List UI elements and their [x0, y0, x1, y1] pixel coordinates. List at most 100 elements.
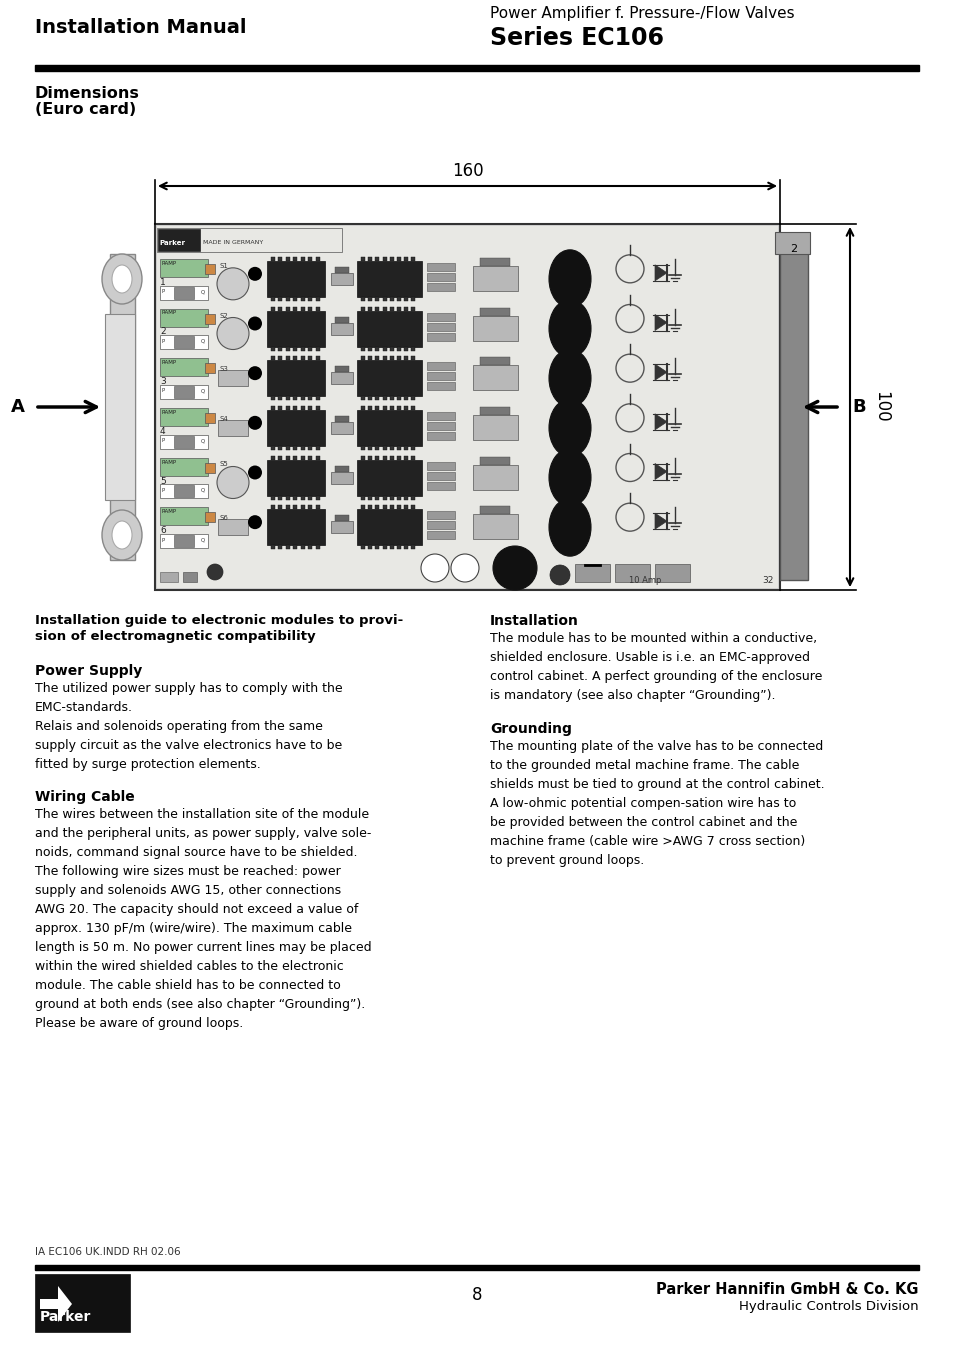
Bar — [427, 471, 455, 479]
Bar — [294, 356, 297, 360]
Ellipse shape — [548, 498, 590, 556]
Bar — [301, 546, 305, 550]
Bar — [308, 496, 313, 500]
Bar — [360, 406, 365, 410]
Polygon shape — [655, 265, 666, 280]
Text: P: P — [162, 439, 165, 443]
Bar — [390, 455, 394, 459]
Text: Grounding: Grounding — [490, 722, 571, 737]
Bar — [35, 1274, 130, 1332]
Text: IA EC106 UK.INDD RH 02.06: IA EC106 UK.INDD RH 02.06 — [35, 1247, 180, 1257]
Bar — [382, 356, 386, 360]
Bar — [301, 455, 305, 459]
Bar — [382, 297, 386, 301]
Bar — [331, 372, 353, 385]
Bar — [160, 336, 208, 349]
Ellipse shape — [102, 255, 142, 305]
Bar — [308, 356, 313, 360]
Bar — [411, 546, 415, 550]
Text: S2: S2 — [220, 313, 229, 318]
Bar — [105, 314, 135, 500]
Bar — [375, 356, 379, 360]
Bar — [382, 257, 386, 261]
Bar — [278, 445, 282, 450]
Bar — [218, 519, 248, 535]
Text: The module has to be mounted within a conductive,
shielded enclosure. Usable is : The module has to be mounted within a co… — [490, 632, 821, 701]
Bar — [301, 347, 305, 351]
Text: RAMP: RAMP — [162, 310, 177, 315]
Text: Parker: Parker — [159, 240, 185, 246]
Bar — [774, 232, 809, 255]
Bar — [301, 356, 305, 360]
Bar — [375, 455, 379, 459]
Ellipse shape — [548, 299, 590, 357]
Bar — [396, 406, 400, 410]
Bar — [368, 406, 372, 410]
Bar — [173, 535, 193, 547]
Bar — [375, 496, 379, 500]
Bar — [301, 397, 305, 401]
Bar — [308, 546, 313, 550]
Bar — [396, 297, 400, 301]
Text: RAMP: RAMP — [162, 410, 177, 414]
Bar — [368, 397, 372, 401]
Bar — [173, 336, 193, 348]
Bar — [301, 445, 305, 450]
Bar — [271, 546, 274, 550]
Bar — [294, 347, 297, 351]
Bar — [286, 406, 290, 410]
Bar — [411, 347, 415, 351]
Bar — [315, 356, 319, 360]
Bar — [411, 257, 415, 261]
Bar — [473, 515, 517, 539]
Ellipse shape — [548, 250, 590, 307]
Bar — [278, 406, 282, 410]
Bar — [301, 257, 305, 261]
Bar — [396, 505, 400, 509]
Bar — [404, 356, 408, 360]
Bar — [335, 466, 349, 471]
Bar — [479, 257, 510, 265]
Bar — [411, 297, 415, 301]
Circle shape — [550, 565, 569, 585]
Bar — [315, 455, 319, 459]
Circle shape — [248, 416, 262, 429]
Text: B: B — [851, 398, 864, 416]
Text: Series EC106: Series EC106 — [490, 26, 663, 50]
Text: (Euro card): (Euro card) — [35, 102, 136, 116]
Bar — [278, 347, 282, 351]
Bar — [173, 287, 193, 299]
Polygon shape — [655, 463, 666, 479]
Bar — [294, 306, 297, 310]
Polygon shape — [655, 314, 666, 330]
Bar — [427, 283, 455, 291]
Bar — [396, 257, 400, 261]
Bar — [411, 356, 415, 360]
Bar — [375, 347, 379, 351]
Bar — [278, 546, 282, 550]
Bar — [271, 397, 274, 401]
Bar — [368, 496, 372, 500]
Bar — [411, 496, 415, 500]
Bar — [360, 297, 365, 301]
Bar — [427, 531, 455, 539]
Bar — [160, 485, 208, 498]
Bar — [110, 255, 135, 561]
Text: 2: 2 — [790, 244, 797, 255]
Bar — [404, 257, 408, 261]
Bar — [308, 297, 313, 301]
Circle shape — [248, 466, 262, 479]
Text: 32: 32 — [761, 575, 773, 585]
Bar — [360, 356, 365, 360]
Bar — [308, 455, 313, 459]
Text: 8: 8 — [471, 1286, 482, 1304]
Bar — [205, 512, 214, 523]
Text: S6: S6 — [220, 515, 229, 521]
Ellipse shape — [548, 399, 590, 456]
Ellipse shape — [548, 448, 590, 506]
Bar — [315, 306, 319, 310]
Bar — [308, 347, 313, 351]
Bar — [360, 496, 365, 500]
Bar — [427, 263, 455, 271]
Bar — [396, 356, 400, 360]
